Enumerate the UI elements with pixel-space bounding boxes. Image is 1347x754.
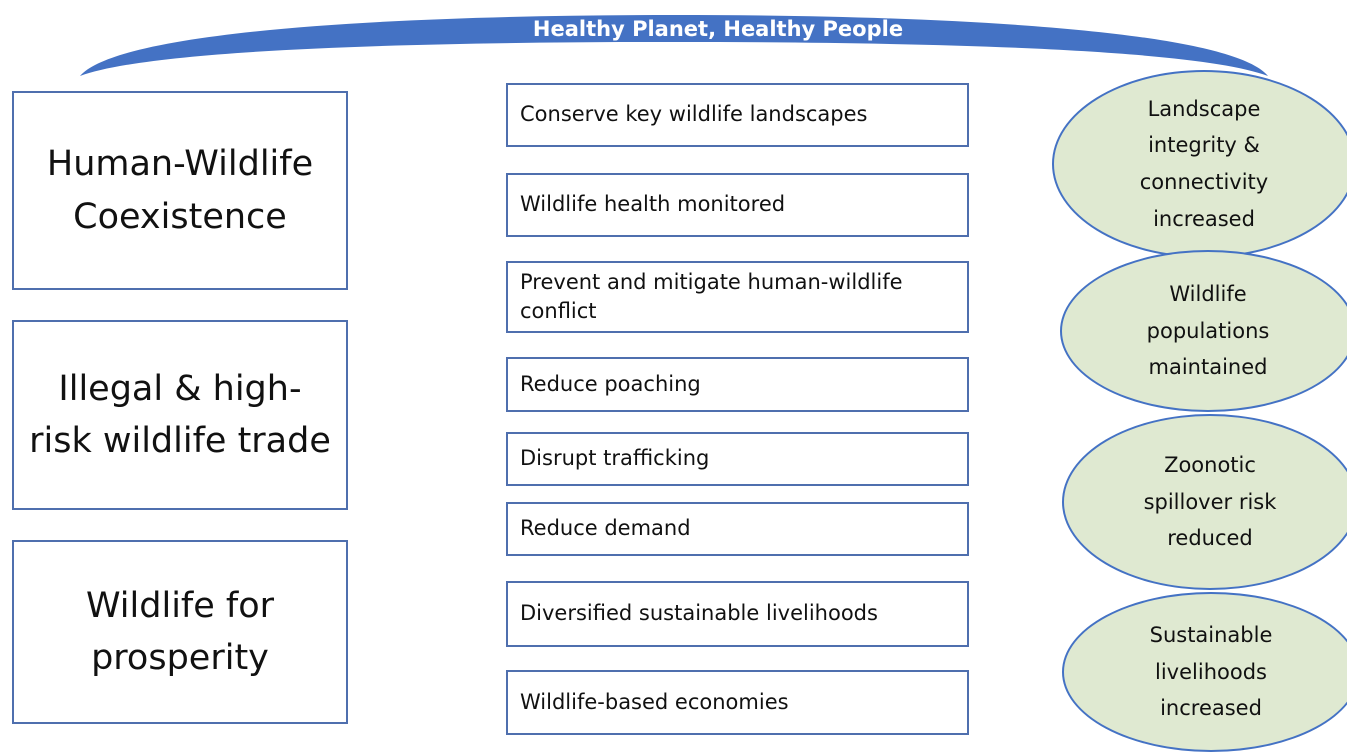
banner: Healthy Planet, Healthy People <box>80 15 1268 76</box>
outcome-ellipse: Sustainable livelihoods increased <box>1062 592 1347 752</box>
pillar-box: Illegal & high-risk wildlife trade <box>12 320 348 510</box>
outcome-ellipse: Wildlife populations maintained <box>1060 250 1347 412</box>
strategy-box: Wildlife health monitored <box>506 173 969 237</box>
outcome-label: Sustainable livelihoods increased <box>1149 622 1273 721</box>
strategy-label: Prevent and mitigate human-wildlife conf… <box>520 269 903 323</box>
pillar-label: Illegal & high-risk wildlife trade <box>29 368 331 462</box>
outcome-ellipse: Landscape integrity & connectivity incre… <box>1052 70 1347 258</box>
outcome-ellipse: Zoonotic spillover risk reduced <box>1062 414 1347 590</box>
strategy-box: Prevent and mitigate human-wildlife conf… <box>506 261 969 333</box>
banner-title: Healthy Planet, Healthy People <box>533 17 903 41</box>
strategy-label: Diversified sustainable livelihoods <box>520 601 878 626</box>
pillar-label: Wildlife for prosperity <box>85 585 275 679</box>
strategy-box: Diversified sustainable livelihoods <box>506 581 969 647</box>
pillar-box: Wildlife for prosperity <box>12 540 348 724</box>
strategy-box: Conserve key wildlife landscapes <box>506 83 969 147</box>
strategy-label: Reduce poaching <box>520 371 701 396</box>
banner-arch <box>80 15 1268 76</box>
strategy-label: Reduce demand <box>520 516 691 541</box>
strategy-box: Reduce demand <box>506 502 969 556</box>
pillar-label: Human-Wildlife Coexistence <box>46 144 314 237</box>
outcome-label: Zoonotic spillover risk reduced <box>1143 452 1277 551</box>
strategy-box: Disrupt trafficking <box>506 432 969 486</box>
outcome-label: Wildlife populations maintained <box>1146 281 1270 380</box>
strategy-label: Wildlife health monitored <box>520 192 786 217</box>
pillar-box: Human-Wildlife Coexistence <box>12 91 348 290</box>
strategy-box: Reduce poaching <box>506 357 969 412</box>
strategy-box: Wildlife-based economies <box>506 670 969 735</box>
outcome-label: Landscape integrity & connectivity incre… <box>1139 96 1269 231</box>
strategy-label: Conserve key wildlife landscapes <box>520 102 868 127</box>
strategy-label: Disrupt trafficking <box>520 446 710 471</box>
strategy-label: Wildlife-based economies <box>520 689 789 714</box>
